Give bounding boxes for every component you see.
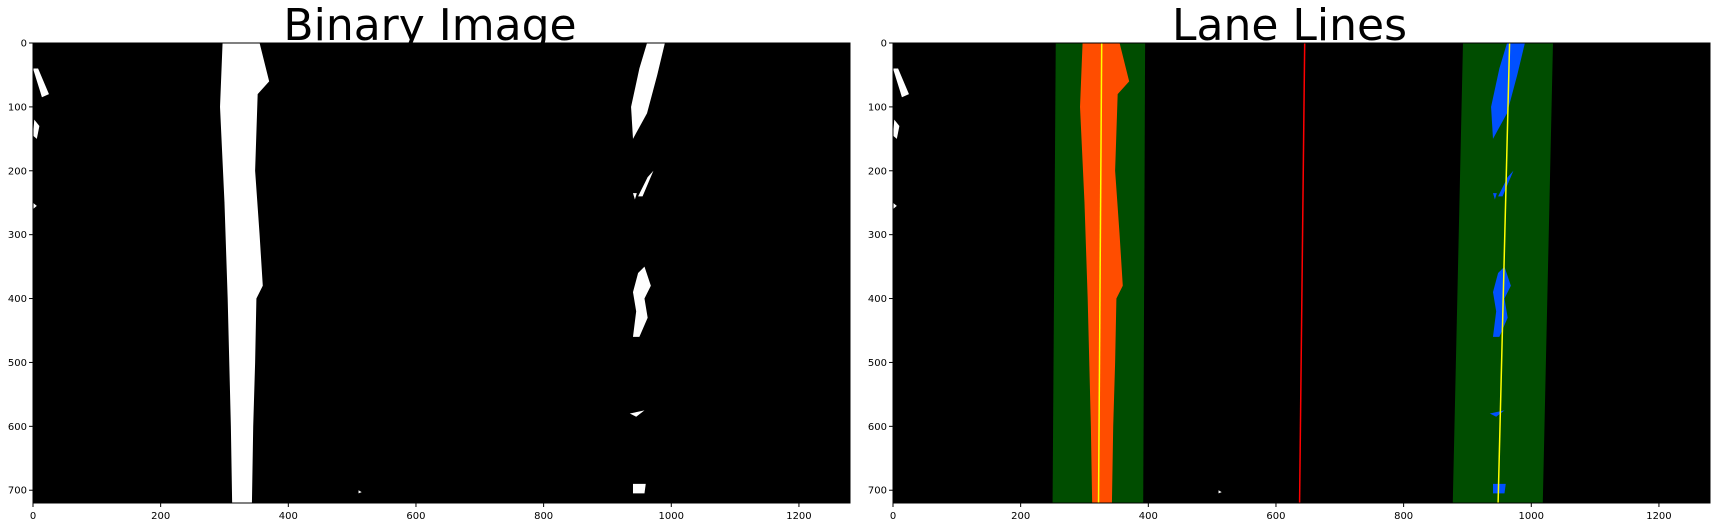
right-lane-pixels [1492, 193, 1497, 200]
right-lane-pixels [632, 483, 646, 494]
binary-image-title: Binary Image [283, 0, 577, 51]
x-tick-label: 400 [1139, 511, 1158, 522]
y-tick-label: 400 [8, 294, 27, 305]
y-tick-label: 300 [868, 230, 887, 241]
left-lane-pixels [1080, 43, 1130, 503]
y-tick-label: 500 [868, 358, 887, 369]
noise-pixels [893, 202, 897, 210]
noise-pixels [33, 119, 40, 139]
noise-pixels [358, 490, 362, 494]
x-tick-label: 0 [30, 511, 36, 522]
plot-frame [32, 42, 851, 504]
x-tick-label: 800 [1394, 511, 1413, 522]
x-tick-label: 0 [890, 511, 896, 522]
x-tick-label: 600 [406, 511, 425, 522]
y-tick-label: 0 [881, 39, 887, 50]
left-fit-line [1097, 42, 1103, 504]
binary-image-panel: Binary Image 0 200 400 600 800 1000 1200 0 100 20… [8, 0, 851, 522]
noise-pixels [1218, 490, 1222, 494]
center-line [1298, 42, 1306, 504]
left-lane-pixels [220, 43, 270, 503]
right-lane-pixels [632, 266, 651, 337]
image-background [33, 43, 850, 503]
noise-pixels [893, 119, 900, 139]
noise-pixels [893, 68, 909, 98]
y-tick-label: 400 [868, 294, 887, 305]
right-lane-pixels [629, 410, 645, 417]
x-tick-label: 1200 [786, 511, 811, 522]
right-lane-pixels [1492, 483, 1506, 494]
noise-pixels [33, 68, 49, 98]
y-tick-label: 200 [8, 166, 27, 177]
y-tick-label: 700 [8, 486, 27, 497]
right-lane-pixels [632, 193, 637, 200]
lane-lines-title: Lane Lines [1171, 0, 1408, 51]
lane-lines-panel: Lane Lines 0 200 400 600 800 1000 1200 0 100 200 3… [860, 0, 1719, 527]
y-tick-label: 300 [8, 230, 27, 241]
y-tick-label: 200 [868, 166, 887, 177]
x-tick-label: 400 [279, 511, 298, 522]
x-tick-label: 1000 [659, 511, 684, 522]
y-tick-label: 100 [868, 102, 887, 113]
y-tick-label: 700 [868, 486, 887, 497]
y-tick-label: 500 [8, 358, 27, 369]
x-tick-label: 1200 [1646, 511, 1671, 522]
noise-pixels [33, 202, 37, 210]
x-tick-label: 1000 [1519, 511, 1544, 522]
binary-image-plot: 0 200 400 600 800 1000 1200 0 100 200 300 400 500 600… [8, 39, 851, 522]
x-tick-label: 600 [1266, 511, 1285, 522]
y-tick-label: 100 [8, 102, 27, 113]
y-tick-label: 600 [868, 422, 887, 433]
x-tick-label: 800 [534, 511, 553, 522]
right-lane-pixels [1492, 266, 1511, 337]
y-tick-label: 600 [8, 422, 27, 433]
right-lane-pixels [631, 43, 665, 139]
x-tick-label: 200 [1011, 511, 1030, 522]
x-tick-label: 200 [151, 511, 170, 522]
right-fit-line [1497, 42, 1511, 504]
y-tick-label: 0 [21, 39, 27, 50]
right-lane-pixels [638, 170, 654, 197]
lane-lines-plot: 0 200 400 600 800 1000 1200 0 100 200 300 400 500 600… [868, 39, 1711, 522]
plot-frame [892, 42, 1711, 504]
